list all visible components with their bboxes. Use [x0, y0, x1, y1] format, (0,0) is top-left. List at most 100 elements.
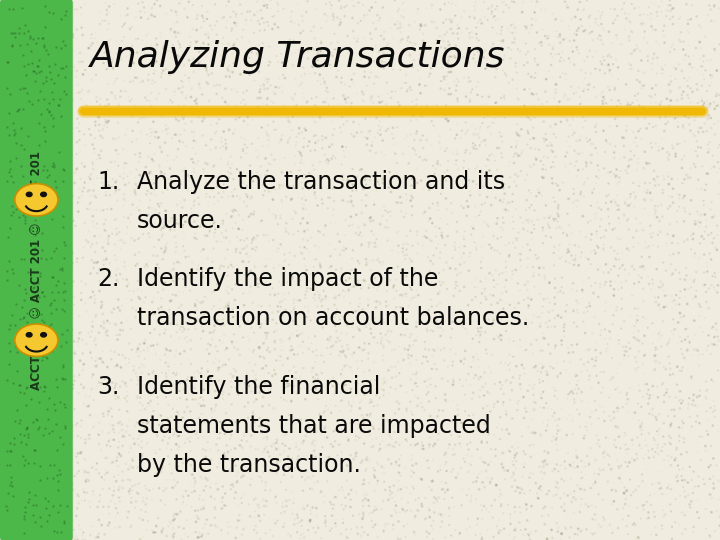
Point	[177, 275, 189, 284]
Point	[552, 203, 564, 212]
Point	[442, 232, 454, 240]
Point	[634, 387, 645, 395]
Point	[12, 403, 23, 411]
Point	[342, 49, 354, 57]
Point	[626, 454, 638, 463]
Point	[266, 442, 277, 450]
Point	[650, 531, 662, 539]
Point	[193, 515, 204, 523]
Point	[184, 42, 196, 51]
Point	[28, 328, 40, 337]
Point	[624, 156, 635, 165]
Point	[196, 532, 207, 540]
Point	[504, 300, 516, 309]
Point	[580, 162, 592, 171]
Point	[237, 530, 248, 539]
Point	[510, 244, 521, 252]
Point	[177, 492, 189, 501]
Point	[458, 360, 469, 368]
Point	[616, 478, 628, 487]
Point	[512, 130, 523, 139]
Point	[689, 401, 701, 410]
Point	[72, 449, 84, 458]
Point	[288, 299, 300, 307]
Point	[507, 457, 518, 465]
Point	[52, 453, 63, 462]
Point	[35, 110, 46, 119]
Point	[474, 49, 486, 57]
Point	[102, 123, 113, 132]
Point	[526, 318, 538, 327]
Point	[306, 364, 318, 373]
Point	[50, 305, 62, 314]
Point	[298, 436, 310, 445]
Point	[320, 98, 331, 106]
Point	[312, 302, 323, 310]
Point	[518, 447, 529, 456]
Point	[156, 465, 167, 474]
Point	[38, 219, 50, 227]
Point	[48, 298, 60, 307]
Point	[240, 249, 252, 258]
Point	[269, 338, 281, 347]
Point	[487, 39, 499, 48]
Point	[658, 303, 670, 312]
Point	[60, 109, 72, 118]
Point	[427, 345, 438, 354]
Point	[215, 418, 227, 427]
Point	[126, 22, 138, 31]
Point	[658, 286, 670, 295]
Point	[658, 512, 670, 521]
Point	[246, 48, 258, 57]
Point	[372, 129, 383, 137]
Point	[395, 471, 406, 480]
Point	[609, 15, 621, 24]
Point	[227, 340, 238, 348]
Point	[672, 461, 684, 470]
Point	[363, 238, 374, 247]
Point	[683, 28, 694, 37]
Point	[373, 447, 384, 455]
Point	[697, 328, 708, 336]
Point	[14, 165, 26, 173]
Point	[648, 508, 660, 516]
Point	[619, 483, 631, 492]
Point	[181, 516, 192, 524]
Point	[14, 340, 25, 349]
Point	[629, 322, 640, 330]
Point	[657, 26, 669, 35]
Point	[8, 488, 19, 496]
Point	[153, 133, 165, 141]
Point	[630, 485, 642, 494]
Point	[234, 195, 246, 204]
Point	[173, 523, 184, 531]
Point	[570, 157, 582, 166]
Point	[107, 421, 119, 430]
Point	[503, 28, 515, 36]
Point	[567, 430, 579, 438]
Point	[354, 166, 366, 174]
Point	[16, 28, 27, 36]
Point	[28, 292, 40, 301]
Point	[145, 401, 156, 410]
Point	[420, 172, 432, 180]
Point	[181, 403, 193, 411]
Point	[631, 433, 643, 442]
Point	[243, 268, 255, 276]
Point	[338, 518, 349, 527]
Point	[135, 393, 146, 402]
Point	[711, 461, 720, 470]
Point	[23, 423, 35, 432]
Point	[156, 244, 167, 253]
Point	[200, 482, 212, 491]
Point	[499, 205, 510, 213]
Point	[379, 374, 390, 383]
Point	[148, 267, 159, 276]
Point	[692, 217, 703, 226]
Point	[344, 363, 356, 372]
Point	[156, 526, 168, 535]
Point	[460, 376, 472, 384]
Point	[202, 180, 214, 189]
Point	[150, 127, 162, 136]
Point	[322, 88, 333, 97]
